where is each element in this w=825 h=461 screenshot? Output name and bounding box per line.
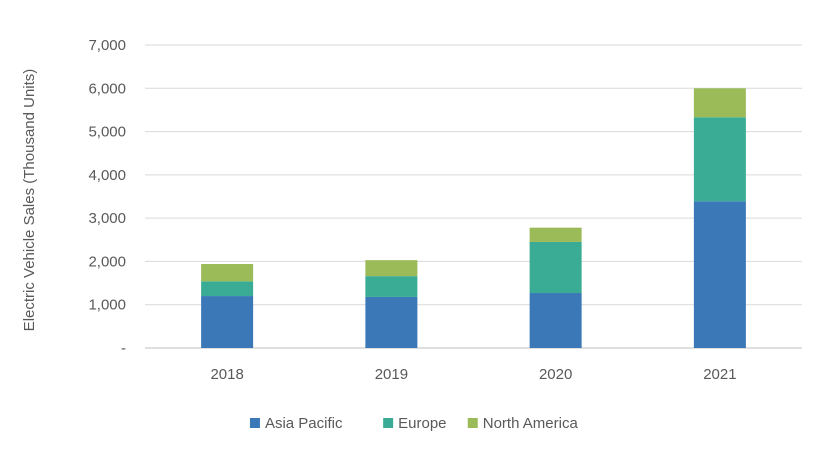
bars <box>201 88 746 348</box>
axes: Electric Vehicle Sales (Thousand Units) … <box>21 37 737 383</box>
bar-segment-asia-pacific-2021 <box>693 201 746 348</box>
bar-segment-north-america-2019 <box>365 260 418 277</box>
legend-swatch-europe <box>383 418 394 428</box>
y-axis-label: Electric Vehicle Sales (Thousand Units) <box>21 69 38 332</box>
y-tick-label: - <box>121 340 126 357</box>
legend-label-europe: Europe <box>398 415 446 432</box>
x-tick-label: 2019 <box>375 366 408 383</box>
legend-label-asia-pacific: Asia Pacific <box>265 415 343 432</box>
y-tick-label: 2,000 <box>88 253 126 270</box>
x-tick-label: 2020 <box>539 366 572 383</box>
y-tick-label: 6,000 <box>88 80 126 97</box>
y-tick-label: 1,000 <box>88 297 126 314</box>
bar-segment-europe-2021 <box>693 117 746 202</box>
bar-segment-europe-2018 <box>201 281 254 297</box>
x-tick-label: 2018 <box>210 366 243 383</box>
y-tick-label: 4,000 <box>88 167 126 184</box>
bar-segment-europe-2020 <box>529 241 582 294</box>
bar-segment-north-america-2018 <box>201 264 254 282</box>
bar-segment-north-america-2020 <box>529 227 582 242</box>
bar-segment-north-america-2021 <box>693 88 746 118</box>
bar-segment-asia-pacific-2019 <box>365 296 418 348</box>
y-tick-label: 7,000 <box>88 37 126 54</box>
bar-segment-europe-2019 <box>365 276 418 297</box>
legend-swatch-asia-pacific <box>249 418 260 428</box>
legend: Asia Pacific Europe North America <box>249 415 579 432</box>
y-tick-label: 3,000 <box>88 210 126 227</box>
legend-label-north-america: North America <box>483 415 579 432</box>
y-tick-label: 5,000 <box>88 124 126 141</box>
legend-swatch-north-america <box>467 418 478 428</box>
bar-segment-asia-pacific-2020 <box>529 293 582 348</box>
x-tick-label: 2021 <box>703 366 736 383</box>
gridlines <box>145 44 802 349</box>
bar-segment-asia-pacific-2018 <box>201 296 254 348</box>
